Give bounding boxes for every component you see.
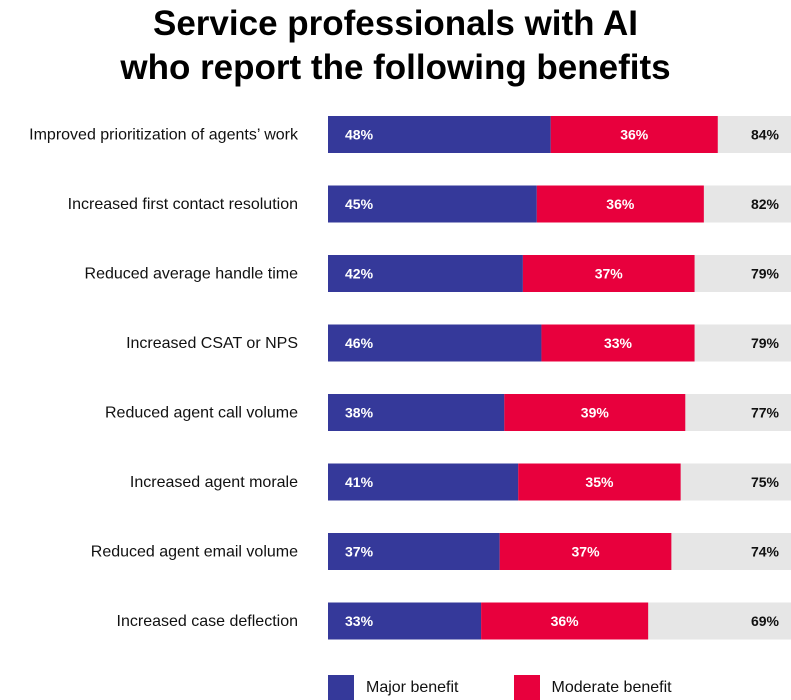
bar-major: [328, 255, 523, 292]
legend-swatch-major: [328, 675, 354, 700]
bar-moderate: [499, 533, 672, 570]
legend-label-major: Major benefit: [366, 678, 459, 696]
stacked-bar-chart: Improved prioritization of agents’ work 4…: [29, 116, 791, 640]
bar-moderate: [518, 463, 681, 501]
data-label-moderate: 36%: [551, 613, 580, 629]
data-label-moderate: 36%: [620, 127, 649, 143]
data-label-moderate: 35%: [585, 474, 614, 490]
data-label-major: 38%: [345, 405, 374, 421]
bar-moderate: [550, 116, 718, 153]
data-label-major: 41%: [345, 474, 374, 490]
bar-moderate: [541, 324, 695, 362]
bar-moderate: [504, 394, 686, 431]
chart-legend: Major benefit Moderate benefit: [328, 675, 672, 700]
legend-item-major: Major benefit: [328, 675, 459, 700]
bar-major: [328, 533, 500, 570]
data-label-moderate: 37%: [595, 266, 624, 282]
data-label-moderate: 37%: [572, 544, 601, 560]
bar-moderate: [481, 602, 649, 640]
data-label-major: 33%: [345, 613, 374, 629]
category-label: Increased first contact resolution: [68, 196, 298, 213]
category-label: Improved prioritization of agents’ work: [29, 127, 299, 144]
data-label-total: 79%: [751, 266, 780, 282]
category-label: Reduced agent email volume: [91, 544, 298, 561]
bar-major: [328, 463, 519, 501]
chart-title: Service professionals with AI who report…: [0, 2, 791, 90]
data-label-major: 42%: [345, 266, 374, 282]
bar-major: [328, 116, 551, 153]
data-label-major: 46%: [345, 335, 374, 351]
data-label-moderate: 39%: [581, 405, 610, 421]
category-label: Reduced average handle time: [85, 266, 299, 283]
data-label-total: 77%: [751, 405, 780, 421]
category-label: Increased CSAT or NPS: [126, 335, 298, 352]
legend-item-moderate: Moderate benefit: [513, 675, 672, 700]
bar-moderate: [522, 255, 695, 292]
category-label: Increased case deflection: [117, 613, 298, 630]
bar-major: [328, 324, 542, 362]
bar-major: [328, 602, 482, 640]
data-label-major: 48%: [345, 127, 374, 143]
bar-major: [328, 394, 505, 431]
legend-swatch-moderate: [513, 675, 540, 700]
bar-major: [328, 185, 537, 223]
legend-label-moderate: Moderate benefit: [551, 678, 672, 696]
data-label-total: 75%: [751, 474, 780, 490]
data-label-total: 79%: [751, 335, 780, 351]
data-label-total: 69%: [751, 613, 780, 629]
data-label-total: 84%: [751, 127, 780, 143]
data-label-total: 74%: [751, 544, 780, 560]
data-label-moderate: 36%: [606, 196, 635, 212]
data-label-major: 45%: [345, 196, 374, 212]
chart-title-line-2: who report the following benefits: [120, 48, 671, 87]
chart-title-line-1: Service professionals with AI: [153, 4, 638, 43]
category-label: Increased agent morale: [130, 474, 298, 491]
data-label-moderate: 33%: [604, 335, 633, 351]
data-label-total: 82%: [751, 196, 780, 212]
data-label-major: 37%: [345, 544, 374, 560]
bar-moderate: [536, 185, 704, 223]
category-label: Reduced agent call volume: [105, 405, 298, 422]
